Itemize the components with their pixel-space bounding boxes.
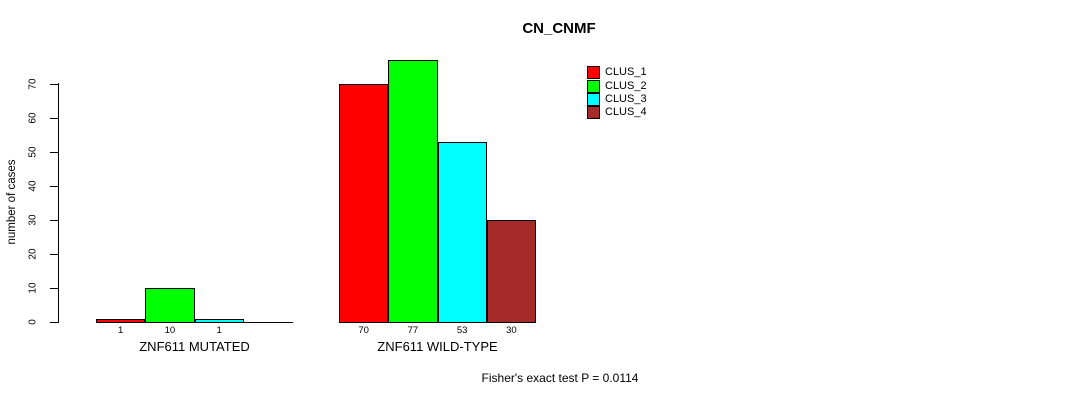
bar-clus_4 (486, 220, 536, 323)
y-axis-tick-label: 10 (27, 282, 39, 294)
bar-clus_1 (96, 318, 146, 323)
y-axis-tick-label: 50 (27, 146, 39, 158)
bar-value-label: 10 (164, 325, 176, 336)
group-label: ZNF611 WILD-TYPE (377, 339, 498, 354)
y-axis-tick-label: 30 (27, 214, 39, 226)
legend-label: CLUS_4 (605, 106, 647, 119)
chart-title: CN_CNMF (522, 20, 596, 37)
y-axis-tick-label: 60 (27, 112, 39, 124)
legend-label: CLUS_2 (605, 79, 647, 92)
legend-row: CLUS_2 (587, 79, 647, 93)
y-axis-tick (50, 118, 58, 119)
legend-swatch-icon (587, 79, 600, 93)
y-axis-tick (50, 322, 58, 323)
legend-label: CLUS_1 (605, 66, 647, 79)
legend-row: CLUS_3 (587, 92, 647, 106)
y-axis-tick (50, 186, 58, 187)
bar-clus_3 (194, 318, 244, 323)
y-axis-tick (50, 220, 58, 221)
group-label: ZNF611 MUTATED (139, 339, 250, 354)
y-axis-tick-label: 40 (27, 180, 39, 192)
y-axis-tick-label: 0 (27, 319, 39, 325)
legend-swatch-icon (587, 66, 600, 80)
bar-value-label: 77 (407, 325, 419, 336)
y-axis-label: number of cases (6, 159, 18, 245)
legend-label: CLUS_3 (605, 92, 647, 105)
bar-value-label: 53 (456, 325, 468, 336)
legend-swatch-icon (587, 92, 600, 106)
bar-clus_1 (339, 84, 389, 323)
bar-clus_3 (437, 141, 487, 323)
y-axis-tick (50, 84, 58, 85)
stat-caption: Fisher's exact test P = 0.0114 (481, 371, 639, 385)
y-axis-line (58, 83, 59, 323)
bar-value-label: 70 (358, 325, 369, 336)
legend-swatch-icon (587, 106, 600, 120)
legend: CLUS_1 CLUS_2 CLUS_3 CLUS_4 (587, 66, 647, 120)
y-axis-tick-label: 70 (27, 78, 39, 90)
bar-value-label: 1 (216, 325, 222, 336)
y-axis-tick (50, 152, 58, 153)
bar-value-label: 30 (506, 325, 517, 336)
y-axis-tick-label: 20 (27, 248, 39, 260)
bar-value-label: 1 (117, 325, 124, 336)
y-axis-tick (50, 288, 58, 289)
y-axis-tick (50, 254, 58, 255)
bar-clus_2 (388, 60, 438, 323)
bar-clus_2 (145, 288, 195, 323)
legend-row: CLUS_4 (587, 106, 647, 120)
legend-row: CLUS_1 (587, 66, 647, 80)
